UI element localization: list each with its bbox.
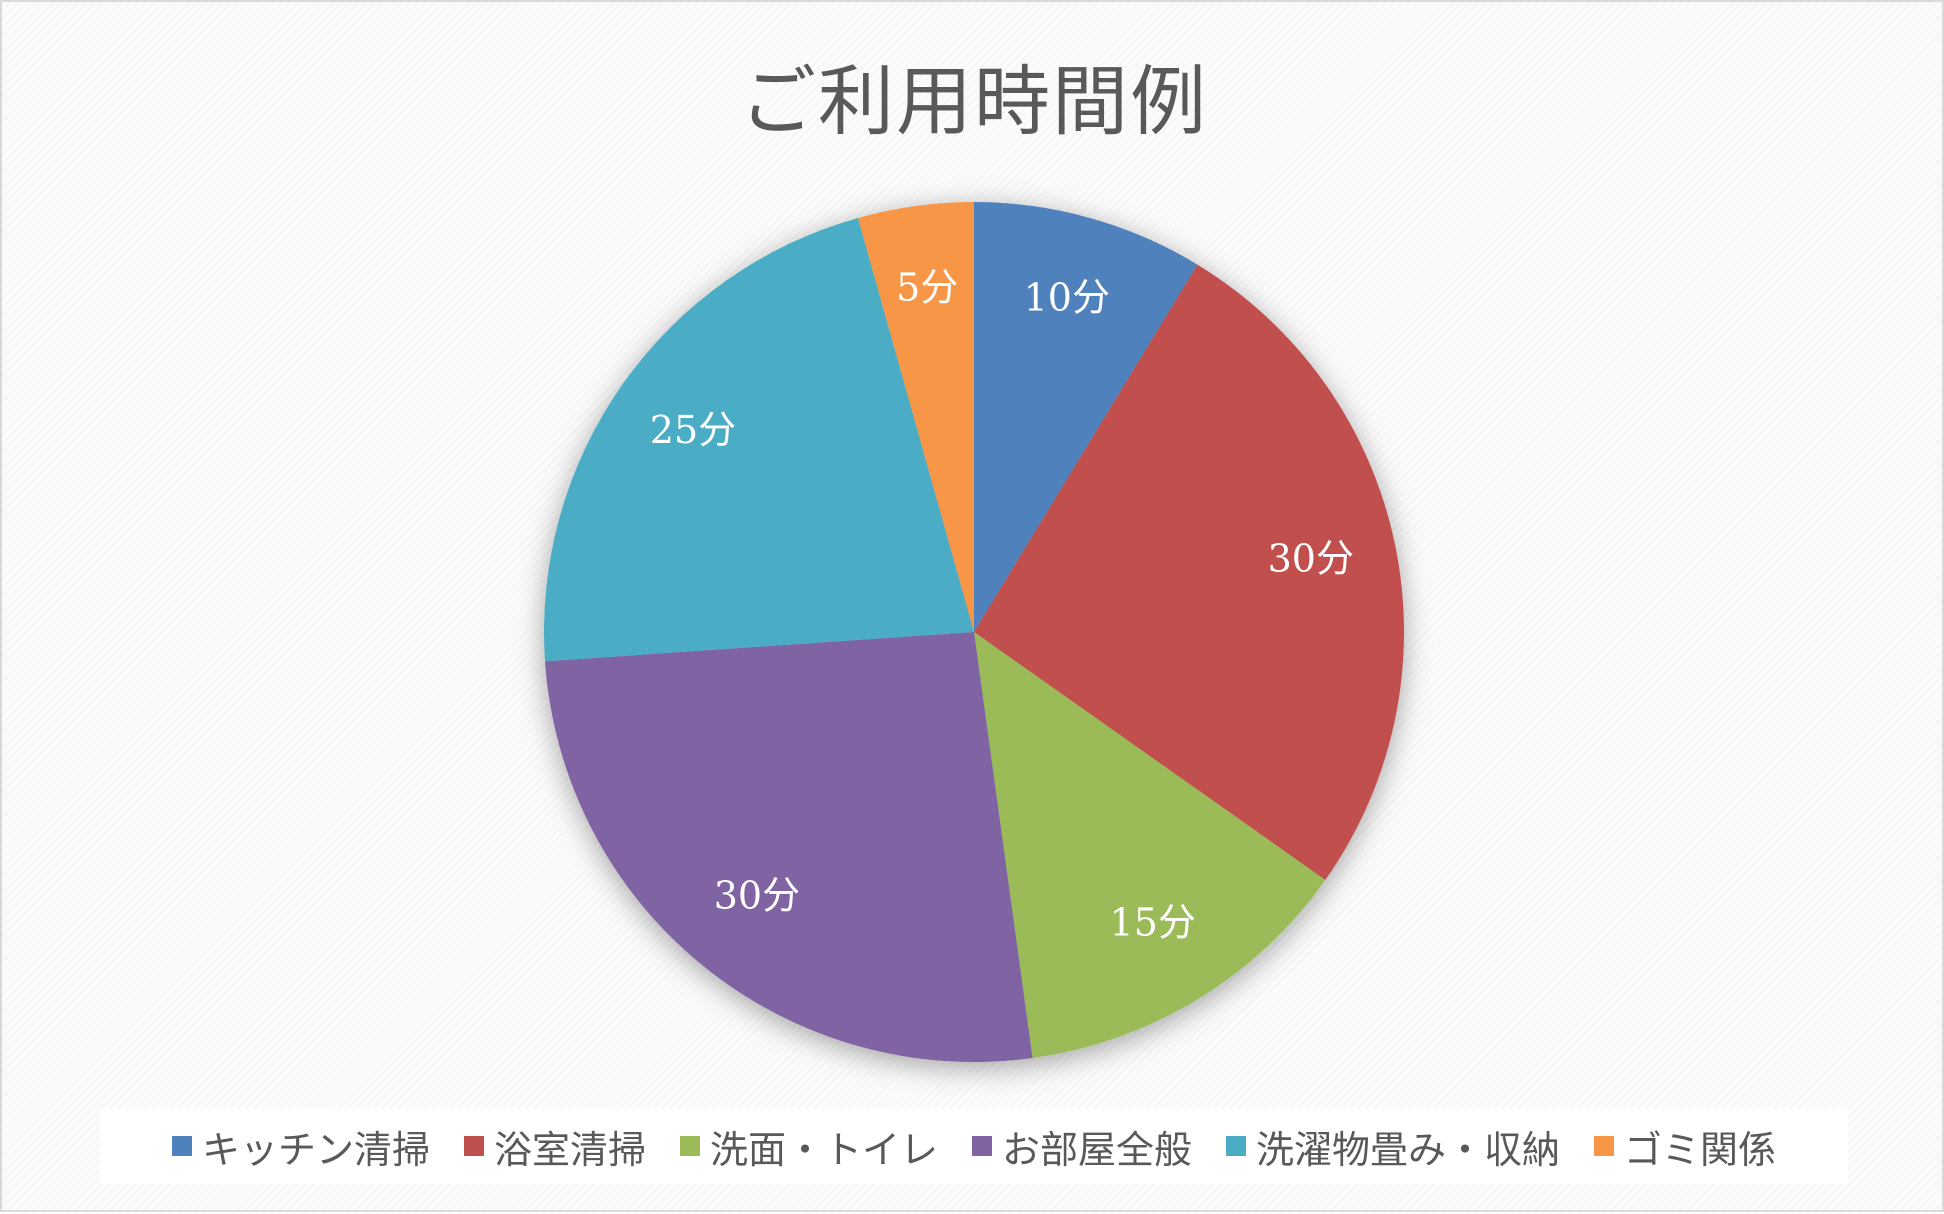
data-label-1: 10分 <box>1024 275 1110 319</box>
legend-item-3: 洗面・トイレ <box>679 1119 938 1174</box>
legend-label: ゴミ関係 <box>1624 1127 1777 1172</box>
legend: キッチン清掃 浴室清掃 洗面・トイレ お部屋全般 洗濯物畳み・収納 ゴミ関係 <box>100 1108 1848 1184</box>
legend-label: お部屋全般 <box>1002 1127 1193 1172</box>
legend-item-1: キッチン清掃 <box>171 1119 430 1174</box>
data-label-2: 30分 <box>1268 537 1354 581</box>
pie-slice-3 <box>974 632 1326 1058</box>
data-label-3: 15分 <box>1110 900 1196 944</box>
legend-item-4: お部屋全般 <box>972 1119 1192 1174</box>
legend-swatch <box>171 1136 192 1156</box>
legend-swatch <box>1594 1136 1615 1156</box>
pie-slice-1 <box>974 202 1198 632</box>
data-label-6: 5分 <box>896 266 958 310</box>
pie-slice-5 <box>544 217 974 662</box>
legend-item-6: ゴミ関係 <box>1594 1119 1776 1174</box>
legend-label: 洗面・トイレ <box>709 1127 938 1172</box>
legend-label: 洗濯物畳み・収納 <box>1256 1127 1561 1172</box>
legend-label: キッチン清掃 <box>201 1127 430 1172</box>
legend-swatch <box>972 1136 992 1156</box>
legend-swatch <box>1226 1136 1247 1156</box>
pie-slice-2 <box>974 264 1404 880</box>
data-label-4: 30分 <box>714 873 800 917</box>
legend-item-5: 洗濯物畳み・収納 <box>1226 1119 1560 1174</box>
legend-label: 浴室清掃 <box>493 1127 646 1172</box>
data-label-5: 25分 <box>650 408 736 452</box>
legend-swatch <box>679 1136 700 1156</box>
pie-slice-4 <box>545 632 1033 1062</box>
chart-title: ご利用時間例 <box>740 57 1208 146</box>
legend-item-2: 浴室清掃 <box>463 1119 646 1174</box>
legend-swatch <box>463 1136 484 1156</box>
pie-slice-6 <box>857 202 974 632</box>
